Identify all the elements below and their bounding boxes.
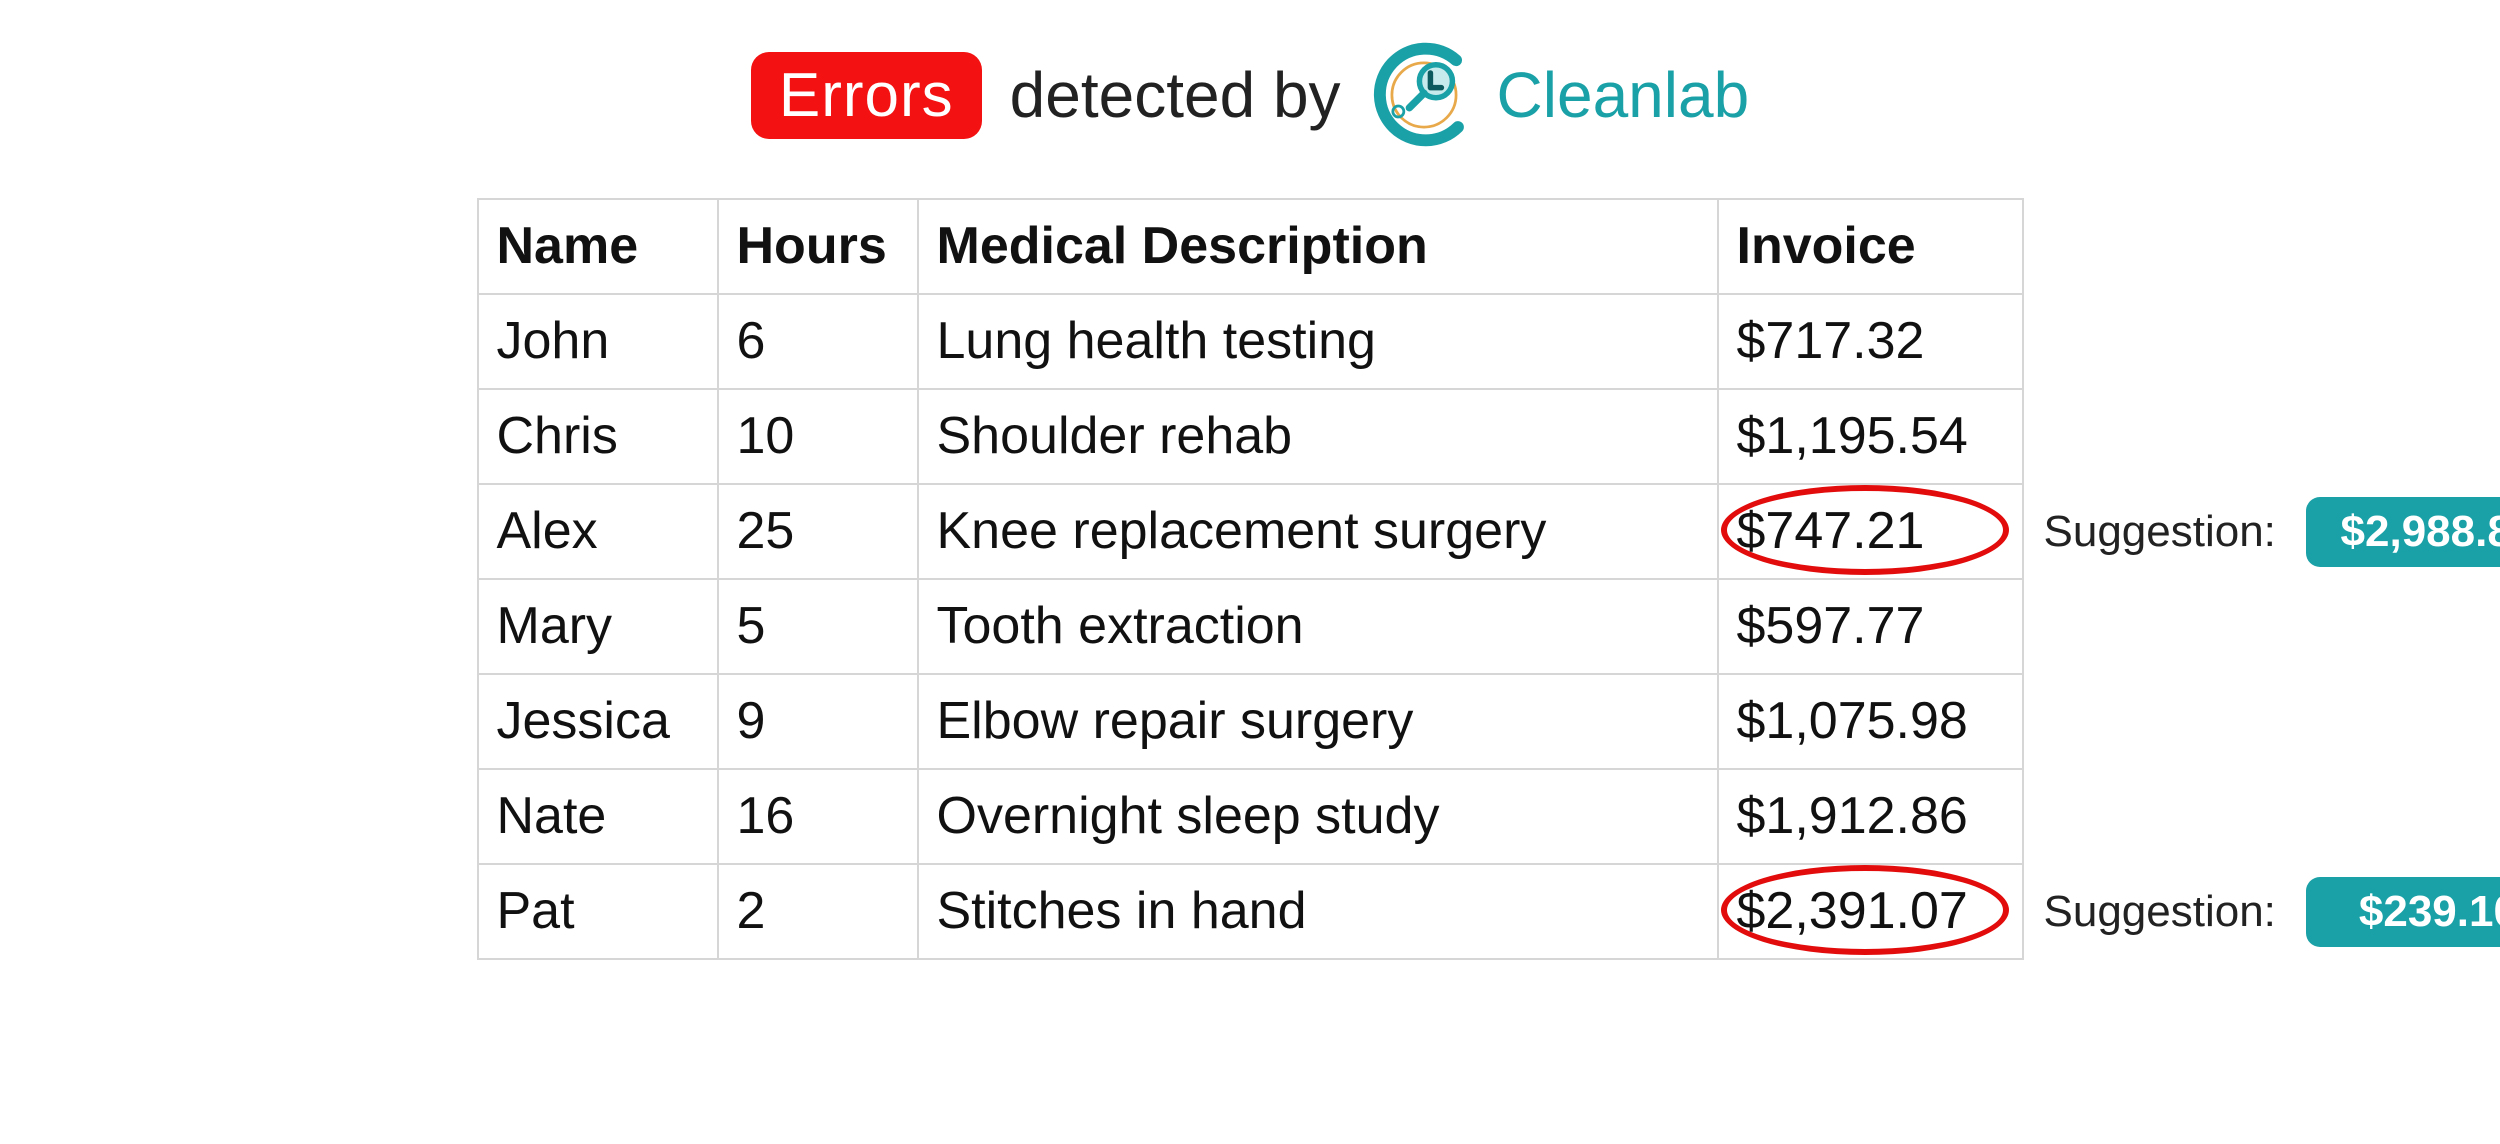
table-row: Pat2Stitches in hand$2,391.07: [478, 864, 2023, 959]
suggestion-value-badge: $239.10: [2306, 877, 2500, 947]
cell-name: Jessica: [478, 674, 718, 769]
cell-desc: Shoulder rehab: [918, 389, 1718, 484]
cell-desc: Lung health testing: [918, 294, 1718, 389]
cell-hours: 6: [718, 294, 918, 389]
table-row: Mary5Tooth extraction$597.77: [478, 579, 2023, 674]
cell-desc: Tooth extraction: [918, 579, 1718, 674]
cell-invoice: $1,075.98: [1718, 674, 2023, 769]
cell-name: Pat: [478, 864, 718, 959]
cell-invoice: $2,391.07: [1718, 864, 2023, 959]
cell-hours: 2: [718, 864, 918, 959]
table-header-row: Name Hours Medical Description Invoice: [478, 199, 2023, 294]
page-container: Errors detected by Cleanlab: [80, 40, 2420, 960]
brand-name: Cleanlab: [1497, 58, 1750, 132]
table-body: John6Lung health testing$717.32Chris10Sh…: [478, 294, 2023, 959]
suggestion-row: Suggestion: $239.10: [2044, 877, 2500, 947]
suggestion-label: Suggestion:: [2044, 887, 2276, 937]
table-area: Name Hours Medical Description Invoice J…: [477, 198, 2024, 960]
cell-name: Nate: [478, 769, 718, 864]
cell-name: Alex: [478, 484, 718, 579]
header: Errors detected by Cleanlab: [751, 40, 1749, 150]
suggestion-value-badge: $2,988.84: [2306, 497, 2500, 567]
cell-name: Mary: [478, 579, 718, 674]
cell-invoice: $1,912.86: [1718, 769, 2023, 864]
cell-desc: Knee replacement surgery: [918, 484, 1718, 579]
table-row: Chris10Shoulder rehab$1,195.54: [478, 389, 2023, 484]
suggestion-label: Suggestion:: [2044, 507, 2276, 557]
data-table: Name Hours Medical Description Invoice J…: [477, 198, 2024, 960]
table-row: Nate16Overnight sleep study$1,912.86: [478, 769, 2023, 864]
brand-block: Cleanlab: [1369, 40, 1750, 150]
col-header-invoice: Invoice: [1718, 199, 2023, 294]
suggestion-row: Suggestion: $2,988.84: [2044, 497, 2500, 567]
cell-invoice: $597.77: [1718, 579, 2023, 674]
table-row: John6Lung health testing$717.32: [478, 294, 2023, 389]
cell-hours: 25: [718, 484, 918, 579]
cell-invoice: $747.21: [1718, 484, 2023, 579]
errors-badge: Errors: [751, 52, 982, 139]
error-circle-icon: [1721, 485, 2009, 575]
col-header-name: Name: [478, 199, 718, 294]
cell-name: John: [478, 294, 718, 389]
cell-invoice: $1,195.54: [1718, 389, 2023, 484]
cell-hours: 16: [718, 769, 918, 864]
cell-desc: Overnight sleep study: [918, 769, 1718, 864]
cell-invoice: $717.32: [1718, 294, 2023, 389]
cell-hours: 5: [718, 579, 918, 674]
cell-hours: 10: [718, 389, 918, 484]
table-row: Alex25Knee replacement surgery$747.21: [478, 484, 2023, 579]
cell-hours: 9: [718, 674, 918, 769]
cell-desc: Elbow repair surgery: [918, 674, 1718, 769]
cell-name: Chris: [478, 389, 718, 484]
table-row: Jessica9Elbow repair surgery$1,075.98: [478, 674, 2023, 769]
cell-desc: Stitches in hand: [918, 864, 1718, 959]
detected-by-text: detected by: [1010, 58, 1341, 132]
error-circle-icon: [1721, 865, 2009, 955]
cleanlab-logo-icon: [1369, 40, 1479, 150]
col-header-hours: Hours: [718, 199, 918, 294]
col-header-desc: Medical Description: [918, 199, 1718, 294]
